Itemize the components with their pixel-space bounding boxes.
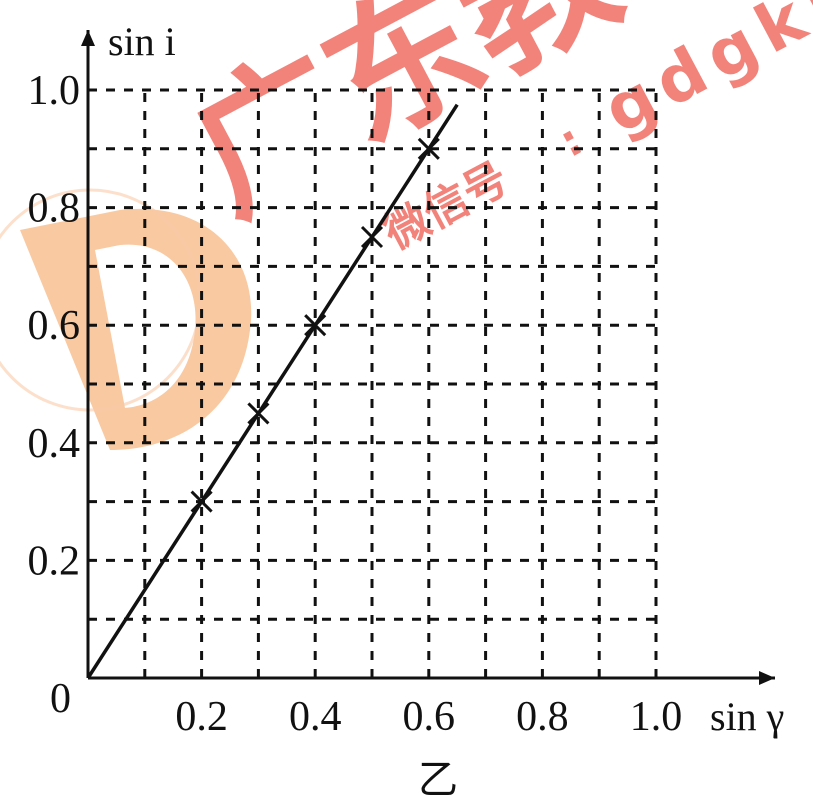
watermark: 广东教 微信号 : gdgkjx	[0, 0, 813, 450]
origin-label: 0	[50, 676, 71, 722]
fit-line	[86, 103, 459, 679]
y-tick-label: 1.0	[28, 68, 81, 114]
data-point-stroke	[247, 402, 270, 425]
x-tick-label: 0.4	[289, 694, 342, 740]
axes	[81, 30, 775, 685]
data-points	[190, 137, 440, 513]
x-axis-arrow	[759, 671, 775, 685]
data-point-marker	[190, 490, 213, 513]
data-point-marker	[417, 137, 440, 160]
x-tick-label: 1.0	[630, 694, 683, 740]
data-point-stroke	[190, 490, 213, 513]
y-tick-label: 0.4	[28, 421, 81, 467]
data-point-stroke	[360, 225, 384, 249]
figure-caption: 乙	[418, 757, 458, 796]
watermark-separator: :	[551, 114, 590, 167]
data-point-marker	[247, 402, 270, 425]
data-point-stroke	[417, 137, 440, 160]
x-tick-label: 0.2	[175, 694, 228, 740]
y-tick-label: 0.6	[28, 303, 81, 349]
data-point-marker	[360, 225, 384, 249]
x-tick-label: 0.8	[516, 694, 569, 740]
x-axis-label: sin γ	[710, 694, 784, 739]
y-axis-label: sin i	[108, 19, 176, 64]
data-point-marker	[304, 314, 327, 337]
y-tick-label: 0.8	[28, 186, 81, 232]
tick-labels: 0.2 0.4 0.6 0.8 1.0 0.2 0.4 0.6 0.8 1.0	[28, 68, 683, 740]
data-point-stroke	[304, 314, 327, 337]
y-axis-arrow	[81, 30, 95, 46]
y-tick-label: 0.2	[28, 538, 81, 584]
x-tick-label: 0.6	[403, 694, 456, 740]
fit-line-group	[86, 103, 459, 679]
grid-lines	[88, 88, 658, 678]
